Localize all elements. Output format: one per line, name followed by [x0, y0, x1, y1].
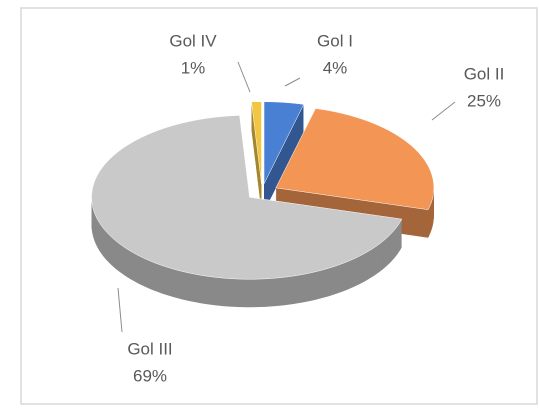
leader-line	[117, 287, 123, 333]
value-label: 69%	[133, 366, 167, 385]
leader-line	[237, 61, 251, 93]
leader-line	[284, 77, 301, 87]
category-label: Gol II	[464, 64, 505, 83]
category-label: Gol I	[317, 31, 353, 50]
value-label: 4%	[323, 58, 348, 77]
slice	[251, 101, 262, 184]
category-label: Gol IV	[169, 31, 217, 50]
pie-tops	[91, 101, 435, 280]
category-label: Gol III	[127, 339, 172, 358]
leader-line	[431, 101, 456, 121]
value-label: 25%	[467, 91, 501, 110]
slice	[91, 115, 403, 280]
labels: Gol I 4% Gol II 25% Gol III 69% Gol IV 1%	[117, 31, 505, 385]
slice	[275, 108, 435, 210]
value-label: 1%	[181, 58, 206, 77]
slice	[263, 101, 305, 184]
